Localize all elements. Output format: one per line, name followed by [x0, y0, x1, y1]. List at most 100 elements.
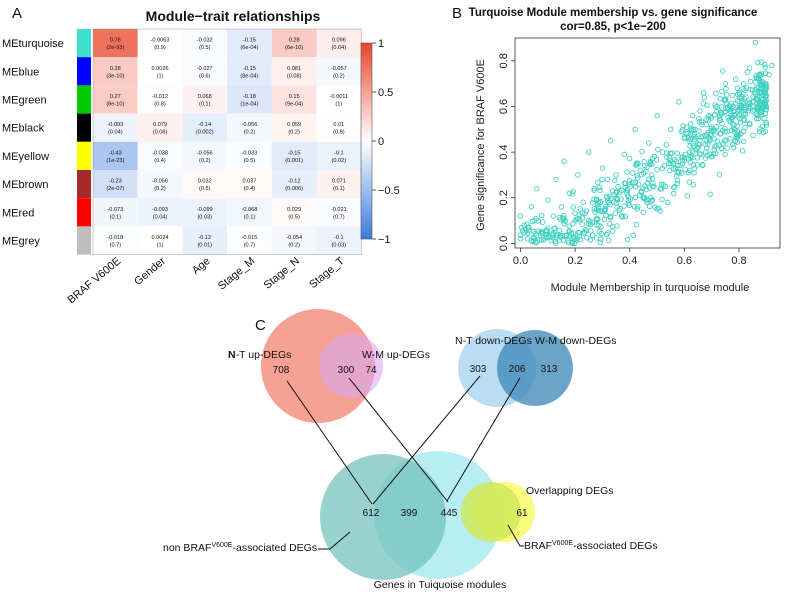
scatter-point	[701, 94, 708, 101]
heatmap-cell-value: -0.14	[198, 122, 211, 128]
scatter-point	[586, 149, 592, 155]
scatter-point	[553, 234, 559, 240]
scatter-point	[670, 190, 677, 197]
scatter-point	[626, 155, 633, 162]
scatter-point	[646, 176, 652, 183]
scatter-point	[632, 180, 639, 186]
scatter-point	[667, 160, 674, 167]
scatter-point	[572, 240, 578, 247]
scatter-point	[723, 92, 730, 98]
heatmap-cell-value: -0.015	[242, 235, 258, 241]
scatter-point	[708, 153, 715, 160]
heatmap-cell	[227, 113, 272, 142]
heatmap-cell	[271, 141, 317, 170]
heatmap-cell-pvalue: (0.04)	[153, 214, 168, 220]
scatter-point	[543, 234, 550, 241]
scatter-point	[740, 138, 747, 145]
panel-letter-b: B	[452, 5, 462, 22]
scatter-point	[517, 236, 524, 242]
heatmap-cell	[316, 170, 362, 199]
heatmap-row-label: MEgrey	[2, 236, 40, 248]
scatter-point	[648, 194, 654, 201]
scatter-point	[538, 237, 545, 243]
heatmap-cell-pvalue: (0.9)	[154, 45, 166, 51]
heatmap-cell-pvalue: (0.1)	[199, 102, 211, 108]
venn-count-non-braf: 612	[363, 508, 380, 519]
heatmap-cell-value: -0.027	[197, 66, 213, 72]
heatmap-cell-value: 0.76	[110, 38, 121, 44]
heatmap-cell-pvalue: (0.7)	[110, 243, 122, 249]
scatter-point	[678, 128, 685, 135]
scatter-point	[635, 181, 642, 187]
scatter-point	[662, 183, 669, 190]
connector-line	[372, 375, 481, 505]
scatter-point	[737, 115, 743, 122]
scatter-point	[761, 115, 767, 122]
scatter-point	[689, 148, 696, 154]
heatmap-cell-value: -0.1	[334, 235, 344, 241]
scatter-point	[595, 179, 601, 186]
heatmap-cell-pvalue: (0.2)	[244, 130, 256, 136]
scatter-x-tick-label: 0.0	[513, 255, 528, 267]
scatter-point	[649, 183, 656, 189]
heatmap-cell	[137, 57, 183, 86]
heatmap-cell-pvalue: (0.2)	[333, 73, 345, 79]
heatmap-row-color-swatch	[77, 57, 91, 86]
scatter-point	[553, 232, 559, 238]
scatter-point	[718, 104, 725, 110]
heatmap-column-label: Gender	[132, 255, 168, 288]
heatmap-cell-value: 0.096	[332, 38, 346, 44]
scatter-point	[584, 235, 590, 241]
scatter-point	[663, 154, 670, 160]
scatter-point	[566, 223, 573, 229]
heatmap-cell-pvalue: (0.02)	[332, 158, 347, 164]
connector-line	[507, 524, 524, 547]
heatmap-cell	[182, 29, 228, 58]
scatter-point	[517, 213, 524, 219]
scatter-point	[763, 103, 770, 110]
heatmap-row-label: MEyellow	[2, 151, 49, 163]
scatter-point	[687, 167, 693, 174]
heatmap-cell-value: -0.43	[109, 150, 122, 156]
scatter-point	[539, 229, 546, 235]
heatmap-row-colors	[77, 29, 91, 255]
scatter-point	[769, 62, 775, 69]
scatter-point	[734, 91, 741, 98]
scatter-point	[729, 92, 736, 99]
scatter-point	[596, 222, 602, 228]
venn-label-wm-down: W-M down-DEGs	[535, 335, 616, 347]
heatmap-cell-value: 0.037	[242, 179, 256, 185]
scatter-point	[599, 176, 605, 183]
scatter-point	[528, 204, 535, 210]
scatter-point	[746, 65, 753, 71]
scatter-point	[739, 148, 746, 154]
scatter-point	[716, 115, 723, 121]
scatter-point	[734, 128, 740, 134]
scatter-point	[738, 131, 744, 137]
panel-letter-c: C	[255, 317, 266, 334]
scatter-point	[703, 137, 710, 144]
scatter-point	[612, 177, 618, 184]
scatter-point	[689, 112, 696, 119]
scatter-point	[664, 199, 671, 206]
scatter-point	[744, 69, 750, 75]
scatter-point	[640, 209, 647, 216]
scatter-point	[700, 90, 707, 96]
scatter-point	[591, 185, 597, 192]
heatmap-column-labels: BRAF V600E Gender Age Stage_M Stage_N Stage_T	[65, 255, 347, 306]
scatter-point	[559, 232, 566, 239]
heatmap-cell	[227, 29, 272, 58]
scatter-point	[620, 214, 626, 220]
scatter-point	[582, 226, 588, 233]
heatmap-colorbar: 1 0.5 0 −0.5 −1	[360, 38, 400, 246]
scatter-point	[614, 204, 620, 210]
heatmap-row-color-swatch	[77, 85, 91, 114]
scatter-point	[634, 172, 641, 179]
scatter-point	[722, 125, 728, 132]
scatter-point	[667, 150, 673, 157]
heatmap-cell-pvalue: (0.5)	[288, 214, 300, 220]
scatter-point	[613, 172, 619, 178]
scatter-point	[762, 61, 768, 68]
scatter-point	[615, 197, 621, 203]
heatmap-row-label: MEturquoise	[2, 38, 64, 50]
